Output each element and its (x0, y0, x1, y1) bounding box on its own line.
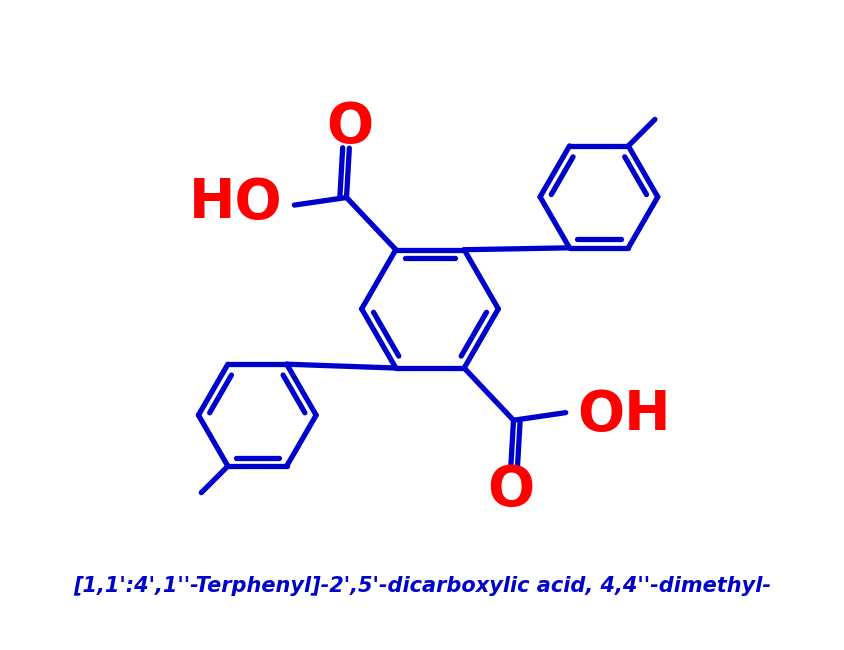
Text: OH: OH (576, 387, 670, 441)
Text: HO: HO (189, 176, 283, 230)
Text: O: O (486, 463, 533, 517)
Text: O: O (326, 100, 372, 154)
Text: [1,1':4',1''-Terphenyl]-2',5'-dicarboxylic acid, 4,4''-dimethyl-: [1,1':4',1''-Terphenyl]-2',5'-dicarboxyl… (73, 576, 771, 596)
